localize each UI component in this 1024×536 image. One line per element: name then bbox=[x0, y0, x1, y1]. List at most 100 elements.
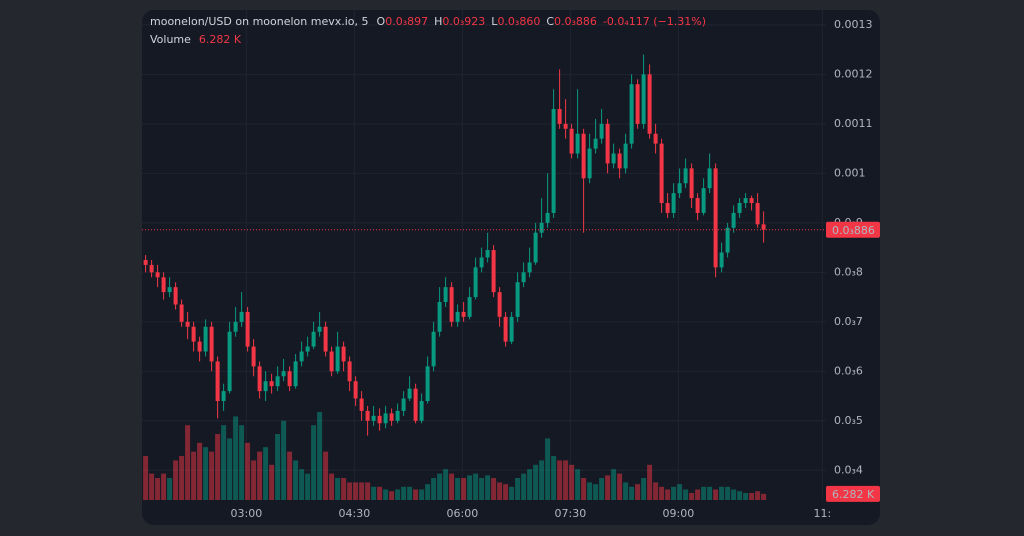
candle-body bbox=[233, 321, 238, 332]
y-tick-label: 0.0₃8 bbox=[834, 265, 863, 278]
low-value: 0.0₃860 bbox=[497, 15, 540, 28]
legend-line: moonelon/USD on moonelon mevx.io, 5 O0.0₃… bbox=[150, 15, 706, 28]
y-tick-label: 0.0013 bbox=[834, 18, 873, 31]
volume-bar bbox=[311, 425, 317, 500]
volume-bar bbox=[593, 484, 599, 500]
axes: 0.0₃40.0₃50.0₃60.0₃70.0₃80.0₃90.0010.001… bbox=[231, 18, 880, 520]
volume-bar bbox=[695, 489, 701, 500]
volume-bar bbox=[479, 478, 485, 500]
volume-bar bbox=[173, 460, 179, 500]
candle-body bbox=[347, 361, 352, 382]
volume-bar bbox=[299, 469, 305, 500]
volume-bar bbox=[449, 473, 455, 500]
candle-body bbox=[431, 331, 436, 367]
candle-body bbox=[287, 371, 292, 387]
candle-body bbox=[641, 74, 646, 124]
close-value: 0.0₃886 bbox=[554, 15, 597, 28]
volume-bar bbox=[275, 434, 281, 500]
volume-bar bbox=[377, 486, 383, 500]
volume-bar bbox=[389, 491, 395, 500]
volume-bar bbox=[707, 486, 713, 500]
candle-body bbox=[491, 250, 496, 293]
candle-body bbox=[275, 376, 280, 387]
last-price-box bbox=[826, 221, 880, 238]
volume-bar bbox=[737, 491, 743, 500]
volume-bar bbox=[761, 493, 767, 500]
volume-bar bbox=[509, 486, 515, 500]
y-tick-label: 0.0011 bbox=[834, 117, 873, 130]
candle-body bbox=[467, 297, 472, 317]
volume-bar bbox=[461, 478, 467, 500]
y-tick-label: 0.0₃7 bbox=[834, 315, 863, 328]
volume-bar bbox=[659, 486, 665, 500]
volume-bar bbox=[491, 478, 497, 500]
candle-body bbox=[305, 346, 310, 352]
y-tick-label: 0.001 bbox=[834, 166, 866, 179]
y-tick-label: 0.0₃5 bbox=[834, 414, 863, 427]
volume-bar bbox=[671, 486, 677, 500]
volume-bar bbox=[755, 491, 761, 500]
candle-body bbox=[539, 222, 544, 233]
volume-bar bbox=[395, 489, 401, 500]
volume-bar bbox=[371, 486, 377, 500]
y-tick-label: 0.0012 bbox=[834, 67, 873, 80]
volume-bar bbox=[437, 473, 443, 500]
candle-body bbox=[737, 203, 742, 213]
candle-body bbox=[407, 388, 412, 399]
candle-body bbox=[251, 346, 256, 367]
candle-body bbox=[521, 272, 526, 283]
x-tick-label: 07:30 bbox=[555, 507, 587, 520]
candle-body bbox=[581, 133, 586, 179]
volume-bar bbox=[749, 492, 755, 500]
volume-bar bbox=[641, 478, 647, 500]
high-label: H bbox=[434, 15, 442, 28]
candle-body bbox=[551, 108, 556, 213]
candle-body bbox=[329, 351, 334, 372]
volume-bar bbox=[611, 469, 617, 500]
candle-body bbox=[377, 415, 382, 424]
candle-body bbox=[191, 326, 196, 342]
volume-bar bbox=[551, 456, 557, 500]
volume-bar bbox=[221, 425, 227, 500]
close-label: C bbox=[546, 15, 554, 28]
volume-bar bbox=[545, 438, 551, 500]
candle-body bbox=[389, 413, 394, 421]
candle-body bbox=[545, 212, 550, 223]
candle-body bbox=[269, 381, 274, 387]
volume-bar bbox=[617, 473, 623, 500]
volume-bar bbox=[743, 492, 749, 500]
volume-bar bbox=[431, 478, 437, 500]
candle-body bbox=[569, 128, 574, 154]
volume-bar bbox=[263, 447, 269, 500]
candle-body bbox=[419, 401, 424, 421]
candle-body bbox=[245, 311, 250, 347]
candle-body bbox=[659, 143, 664, 204]
grid bbox=[142, 10, 826, 500]
volume-bar bbox=[149, 473, 155, 500]
volume-bar bbox=[413, 489, 419, 500]
candle-body bbox=[185, 321, 190, 327]
volume-bar bbox=[251, 460, 257, 500]
volume-value: 6.282 K bbox=[199, 33, 242, 46]
volume-bar bbox=[719, 486, 725, 500]
volume-bar bbox=[569, 464, 575, 500]
volume-bar bbox=[335, 478, 341, 500]
candle-body bbox=[155, 272, 160, 278]
volume-bar bbox=[425, 484, 431, 500]
candle-body bbox=[557, 108, 562, 124]
volume-bar bbox=[233, 416, 239, 500]
volume-bar bbox=[665, 489, 671, 500]
volume-bar bbox=[245, 442, 251, 500]
candle-body bbox=[317, 326, 322, 332]
volume-bar bbox=[623, 482, 629, 500]
volume-bar bbox=[401, 486, 407, 500]
candle-body bbox=[635, 84, 640, 124]
volume-bar bbox=[467, 475, 473, 500]
candle-body bbox=[713, 168, 718, 268]
candle-body bbox=[383, 413, 388, 424]
volume-bar bbox=[143, 456, 149, 500]
candle-body bbox=[143, 259, 148, 265]
candle-body bbox=[371, 415, 376, 421]
volume-bar bbox=[383, 489, 389, 500]
x-tick-label: 04:30 bbox=[339, 507, 371, 520]
